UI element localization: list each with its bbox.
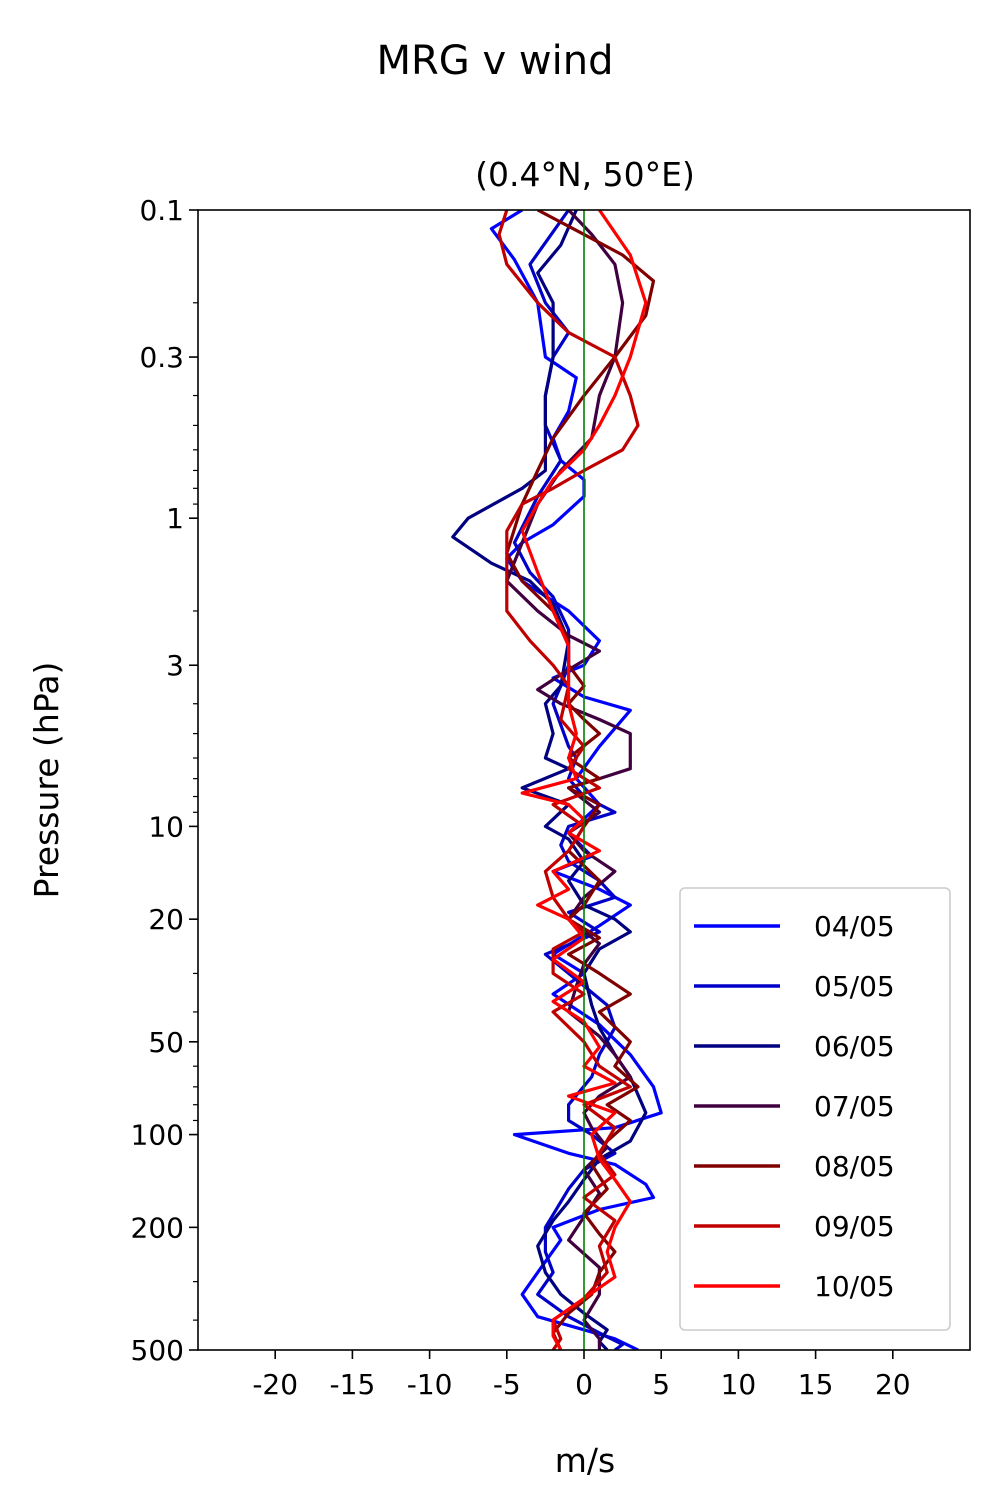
y-tick-label: 200	[131, 1211, 184, 1244]
x-axis-label: m/s	[555, 1441, 615, 1480]
legend-label: 05/05	[814, 970, 895, 1003]
y-tick-label: 10	[148, 810, 184, 843]
y-tick-label: 3	[166, 649, 184, 682]
x-tick-label: -15	[330, 1368, 376, 1401]
series-line-10-05	[520, 210, 648, 1350]
x-tick-label: -20	[252, 1368, 298, 1401]
y-tick-label: 20	[148, 903, 184, 936]
legend-label: 10/05	[814, 1270, 895, 1303]
legend-label: 06/05	[814, 1030, 895, 1063]
x-tick-label: -10	[407, 1368, 453, 1401]
legend-label: 09/05	[814, 1210, 895, 1243]
x-tick-label: 15	[798, 1368, 834, 1401]
series-line-06-05	[451, 210, 648, 1350]
y-tick-label: 500	[131, 1334, 184, 1367]
legend-label: 04/05	[814, 910, 895, 943]
x-tick-label: 10	[721, 1368, 757, 1401]
x-tick-label: -5	[493, 1368, 521, 1401]
y-tick-label: 1	[166, 502, 184, 535]
x-tick-label: 20	[875, 1368, 911, 1401]
legend-label: 07/05	[814, 1090, 895, 1123]
x-axis: -20 -15 -10 -5 0 5 10 15 20	[252, 1350, 911, 1401]
chart-subtitle: (0.4°N, 50°E)	[475, 155, 695, 194]
y-tick-label: 0.3	[139, 341, 184, 374]
x-tick-label: 0	[575, 1368, 593, 1401]
series-layer	[451, 210, 663, 1350]
legend: 04/05 05/05 06/05 07/05 08/05 09/05 10/05	[679, 887, 951, 1331]
series-line-08-05	[505, 210, 656, 1350]
x-tick-label: 5	[652, 1368, 670, 1401]
y-axis: 0.1 0.3 1 3 10 20 50 100 200 500	[131, 194, 198, 1367]
y-tick-label: 0.1	[139, 194, 184, 227]
chart-title: MRG v wind	[377, 38, 614, 84]
legend-label: 08/05	[814, 1150, 895, 1183]
y-tick-label: 50	[148, 1026, 184, 1059]
legend-box	[679, 887, 951, 1331]
y-tick-label: 100	[131, 1119, 184, 1152]
y-axis-label: Pressure (hPa)	[27, 662, 66, 899]
